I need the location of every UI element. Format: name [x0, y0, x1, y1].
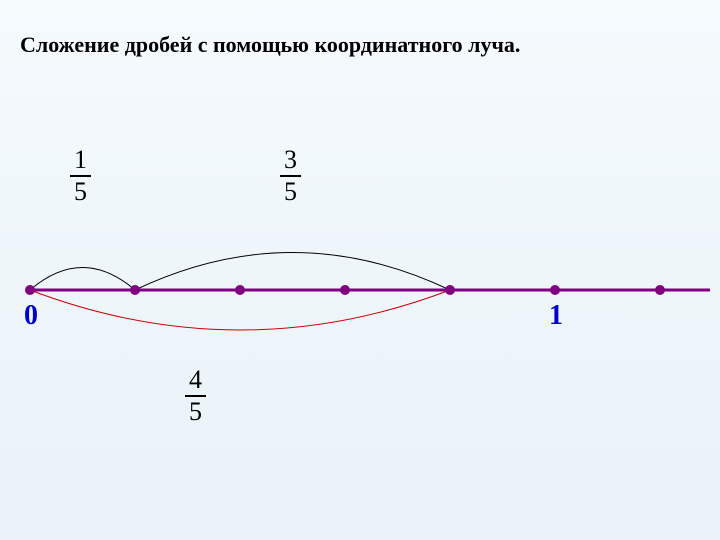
fraction-label: 45	[185, 365, 206, 427]
arc	[135, 253, 450, 291]
tick-point	[550, 285, 560, 295]
tick-point	[445, 285, 455, 295]
fraction-numerator: 3	[280, 145, 301, 175]
arc	[30, 290, 450, 330]
tick-point	[340, 285, 350, 295]
axis-label: 1	[549, 300, 563, 332]
arc	[30, 268, 135, 291]
axis-label: 0	[24, 300, 38, 332]
tick-point	[655, 285, 665, 295]
fraction-numerator: 4	[185, 365, 206, 395]
tick-point	[235, 285, 245, 295]
fraction-label: 35	[280, 145, 301, 207]
fraction-denominator: 5	[185, 397, 206, 427]
fraction-denominator: 5	[70, 177, 91, 207]
tick-point	[25, 285, 35, 295]
tick-point	[130, 285, 140, 295]
fraction-label: 15	[70, 145, 91, 207]
fraction-numerator: 1	[70, 145, 91, 175]
fraction-denominator: 5	[280, 177, 301, 207]
number-line-diagram	[0, 0, 720, 540]
